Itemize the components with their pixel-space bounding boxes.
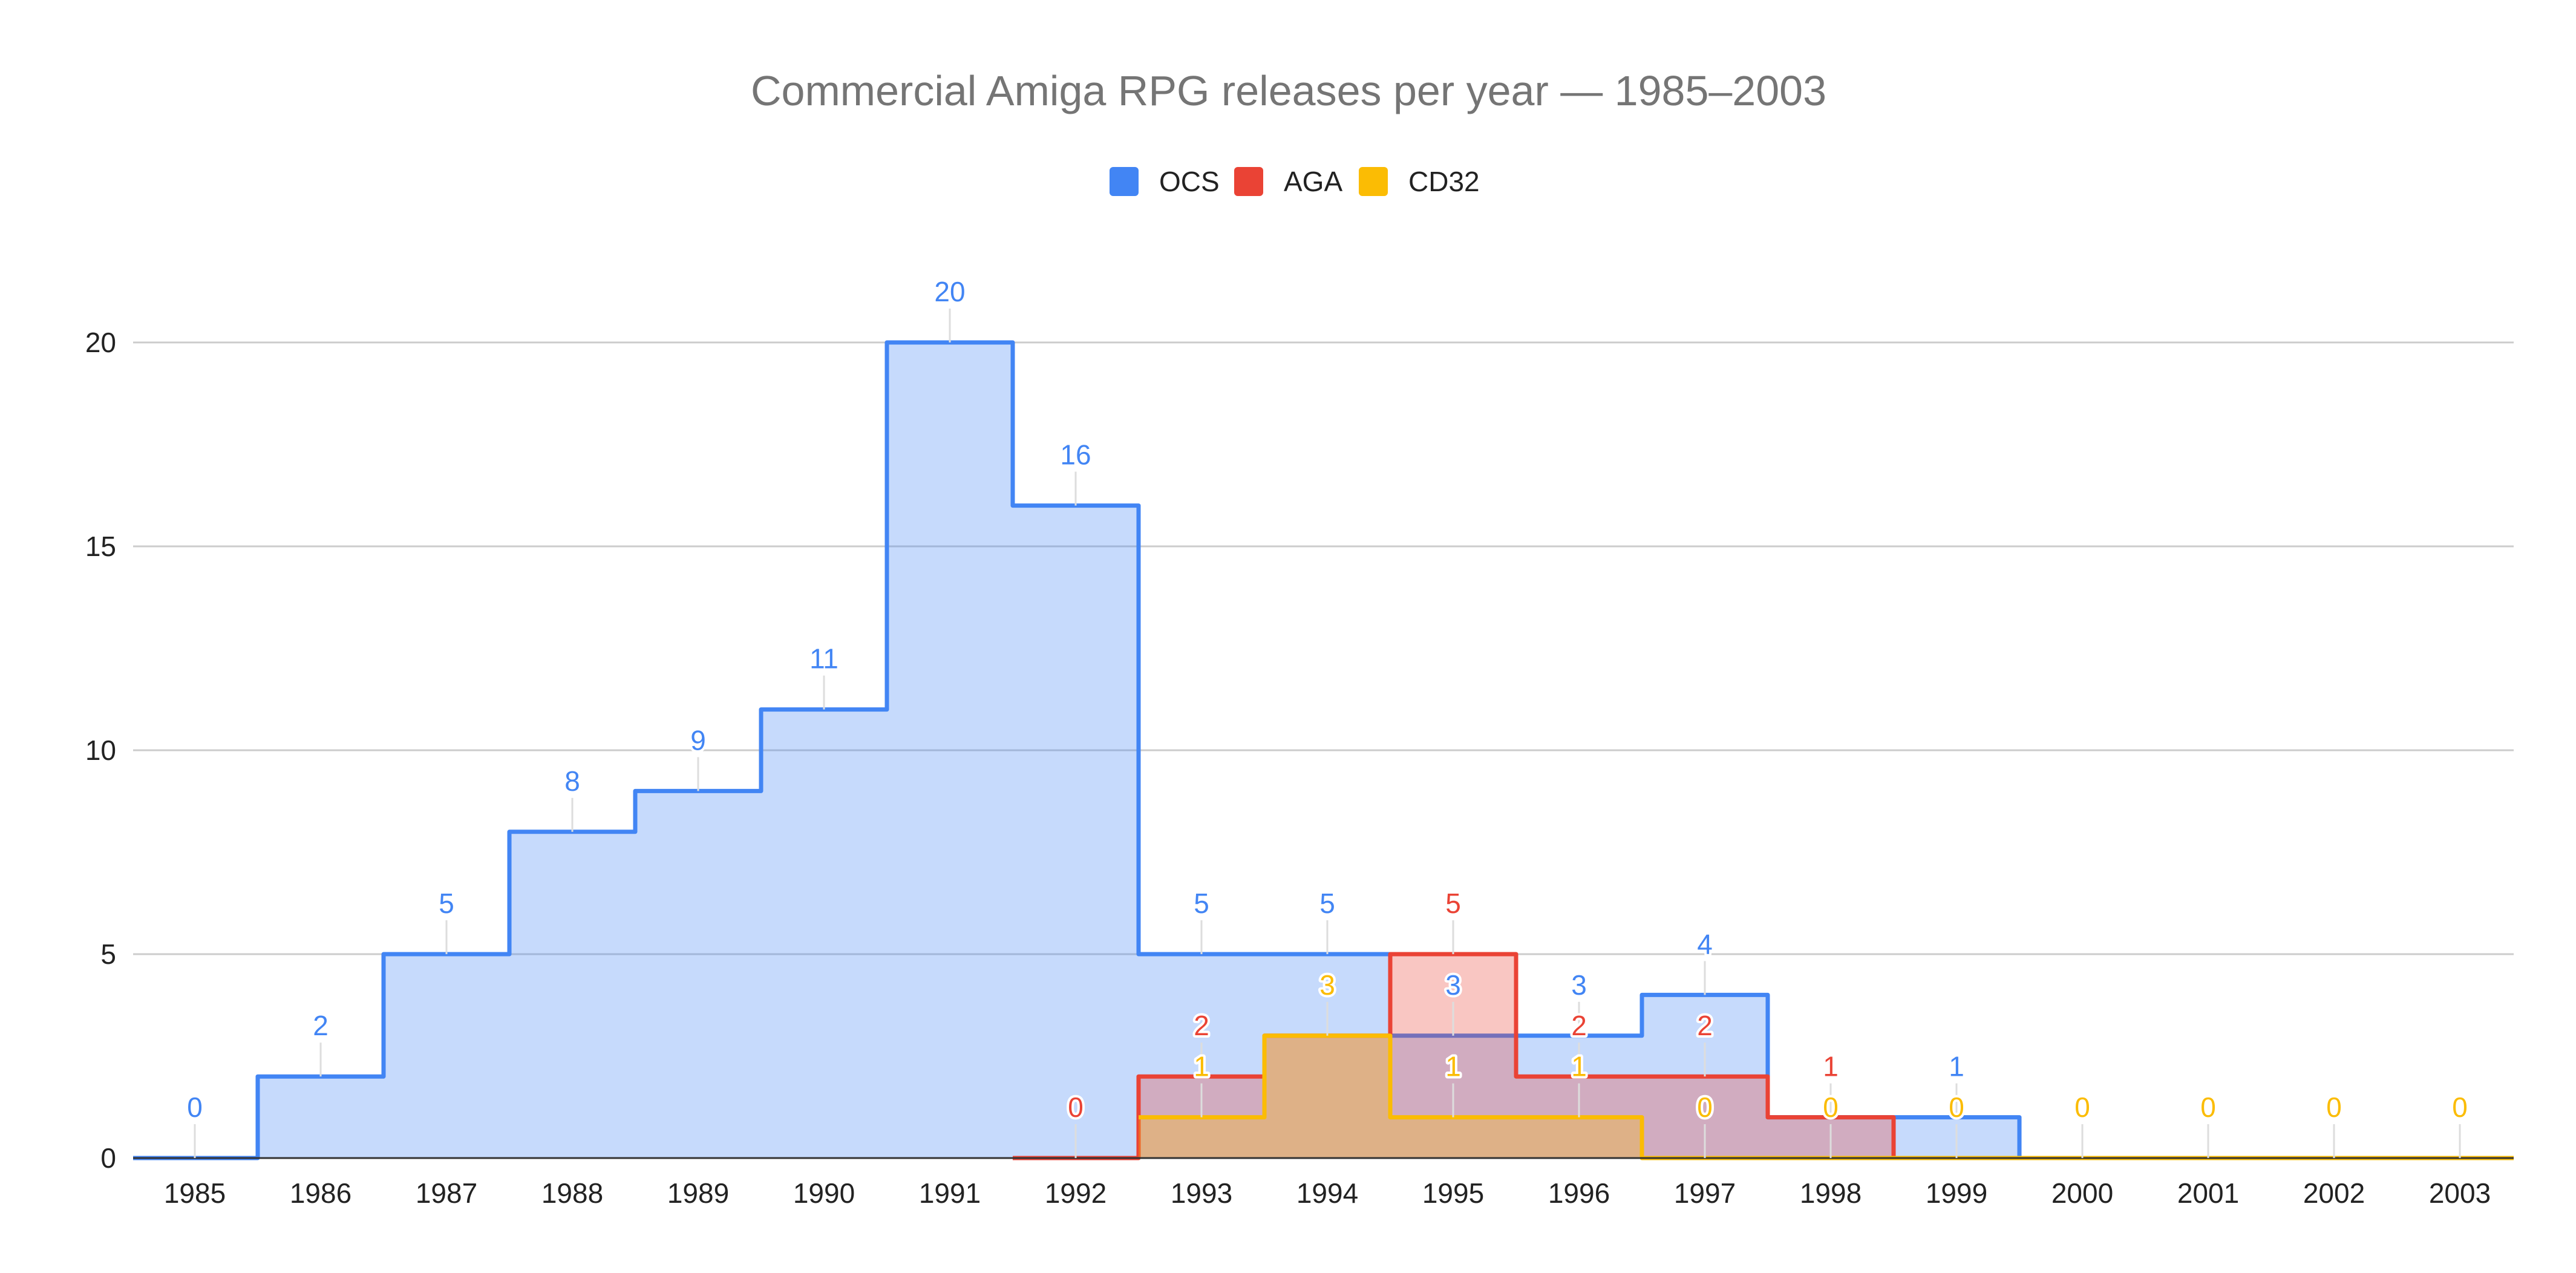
x-tick-label: 2002: [2303, 1177, 2365, 1209]
step-line-ocs: [133, 340, 2514, 1160]
chart-title: Commercial Amiga RPG releases per year —…: [751, 67, 1826, 114]
legend[interactable]: OCS AGA CD32: [1110, 166, 1480, 197]
area-fill-aga: [1013, 954, 2514, 1158]
data-label-ocs: 16: [1060, 439, 1091, 471]
data-label-ocs: 5: [1194, 888, 1209, 919]
x-tick-label: 1986: [290, 1177, 351, 1209]
y-tick-label: 15: [85, 531, 116, 562]
data-label-ocs: 1: [1949, 1051, 1964, 1082]
legend-item-aga[interactable]: AGA: [1234, 166, 1342, 197]
data-label-aga: 2: [1697, 1010, 1713, 1041]
legend-item-ocs[interactable]: OCS: [1110, 166, 1220, 197]
x-tick-label: 1992: [1045, 1177, 1107, 1209]
x-tick-label: 1998: [1800, 1177, 1862, 1209]
data-label-ocs: 4: [1697, 928, 1713, 960]
data-label-aga: 1: [1823, 1051, 1839, 1082]
data-label-aga: 5: [1445, 888, 1461, 919]
legend-swatch-cd32: [1359, 167, 1388, 196]
data-label-ocs: 2: [313, 1010, 329, 1041]
x-tick-label: 2003: [2429, 1177, 2491, 1209]
x-axis: 1985 1986 1987 1988 1989 1990 1991 1992 1993 1994…: [164, 1177, 2491, 1209]
area-fill-ocs: [133, 342, 2514, 1158]
x-tick-label: 2000: [2051, 1177, 2113, 1209]
data-label-cd32: 1: [1571, 1051, 1587, 1082]
series-ocs: [133, 340, 2514, 1160]
data-label-aga: 2: [1571, 1010, 1587, 1041]
y-tick-label: 0: [100, 1142, 116, 1174]
data-label-cd32: 0: [2326, 1091, 2342, 1123]
area-fill-cd32: [1139, 1035, 2514, 1158]
x-tick-label: 1999: [1926, 1177, 1987, 1209]
legend-label-cd32: CD32: [1408, 166, 1480, 197]
data-label-ocs: 11: [809, 643, 839, 675]
data-label-ocs: 9: [690, 724, 706, 756]
x-tick-label: 1997: [1674, 1177, 1736, 1209]
legend-swatch-aga: [1234, 167, 1263, 196]
x-tick-label: 2001: [2177, 1177, 2239, 1209]
y-tick-label: 5: [100, 938, 116, 970]
data-label-aga: 0: [1068, 1091, 1084, 1123]
data-label-cd32: 0: [1949, 1091, 1964, 1123]
x-tick-label: 1985: [164, 1177, 226, 1209]
y-axis: 0 5 10 15 20: [85, 327, 116, 1174]
legend-label-ocs: OCS: [1159, 166, 1220, 197]
x-tick-label: 1990: [793, 1177, 855, 1209]
x-tick-label: 1987: [416, 1177, 477, 1209]
x-tick-label: 1991: [919, 1177, 981, 1209]
x-tick-label: 1993: [1171, 1177, 1232, 1209]
data-label-ocs: 8: [564, 765, 580, 797]
x-tick-label: 1988: [541, 1177, 603, 1209]
legend-swatch-ocs: [1110, 167, 1139, 196]
data-label-cd32: 3: [1319, 969, 1335, 1001]
legend-item-cd32[interactable]: CD32: [1359, 166, 1480, 197]
data-label-ocs: 3: [1445, 969, 1461, 1001]
data-label-cd32: 0: [1823, 1091, 1839, 1123]
x-tick-label: 1994: [1296, 1177, 1358, 1209]
data-label-cd32: 1: [1194, 1051, 1209, 1082]
data-label-ocs: 5: [1319, 888, 1335, 919]
x-tick-label: 1995: [1422, 1177, 1484, 1209]
data-label-cd32: 1: [1445, 1051, 1461, 1082]
y-tick-label: 10: [85, 735, 116, 766]
data-label-cd32: 0: [2200, 1091, 2216, 1123]
legend-label-aga: AGA: [1284, 166, 1342, 197]
data-label-aga: 2: [1194, 1010, 1209, 1041]
data-label-cd32: 0: [2452, 1091, 2468, 1123]
y-tick-label: 20: [85, 327, 116, 358]
gridlines: [133, 341, 2514, 955]
data-label-ocs: 20: [934, 276, 965, 307]
data-label-ocs: 0: [187, 1091, 203, 1123]
data-label-ocs: 5: [439, 888, 454, 919]
data-label-cd32: 0: [2074, 1091, 2090, 1123]
x-tick-label: 1996: [1548, 1177, 1610, 1209]
x-tick-label: 1989: [667, 1177, 729, 1209]
data-label-ocs: 3: [1571, 969, 1587, 1001]
data-label-cd32: 0: [1697, 1091, 1713, 1123]
